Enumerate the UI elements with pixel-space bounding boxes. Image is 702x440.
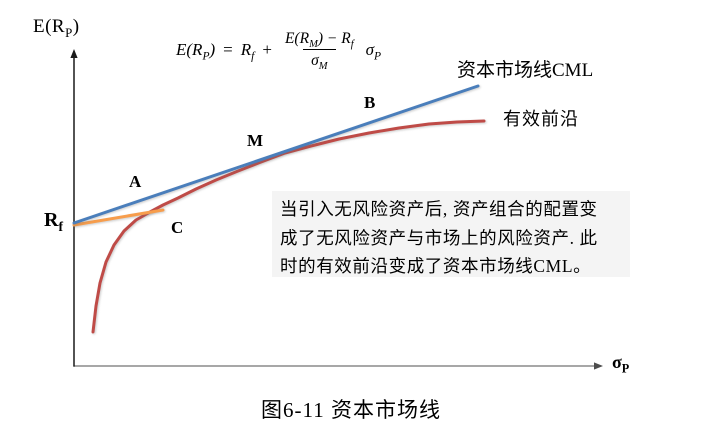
y-axis-label: E(RP) [33,16,80,40]
formula-sigma-p-term: σP [365,39,382,63]
axis-arrowhead [70,49,78,58]
rf-c-segment [72,208,165,227]
annotation-line: 成了无风险资产与市场上的风险资产. 此 [280,227,598,248]
plus-sign: + [262,39,272,59]
cml-line [72,84,480,225]
point-label-a: A [129,172,142,191]
cml-formula: E(RP) = Rf + E(RM) − Rf σM σP [176,29,382,72]
equals-sign: = [223,39,233,59]
figure-caption: 图6-11 资本市场线 [261,398,441,422]
point-label-c: C [171,218,184,237]
efficient-frontier-curve [91,119,486,334]
formula-fraction: E(RM) − Rf σM [280,29,359,72]
point-label-b: B [364,93,376,112]
efficient-frontier-label: 有效前沿 [503,109,579,129]
risk-free-rate-label: Rf [44,209,63,234]
annotation-line: 当引入无风险资产后, 资产组合的配置变 [280,199,598,219]
annotation-box: 当引入无风险资产后, 资产组合的配置变 成了无风险资产与市场上的风险资产. 此 … [272,191,630,277]
fraction-numerator: E(RM) − Rf [284,30,354,51]
annotation-line: 时的有效前沿变成了资本市场线CML。 [280,256,592,276]
formula-rf-term: Rf [240,39,255,63]
axis-arrowhead [594,362,603,370]
x-axis-label: σP [612,352,630,376]
fraction-denominator: σM [303,49,336,72]
point-label-m: M [247,131,264,150]
cml-line-label: 资本市场线CML [457,60,594,81]
formula-lhs: E(RP) [176,39,216,63]
